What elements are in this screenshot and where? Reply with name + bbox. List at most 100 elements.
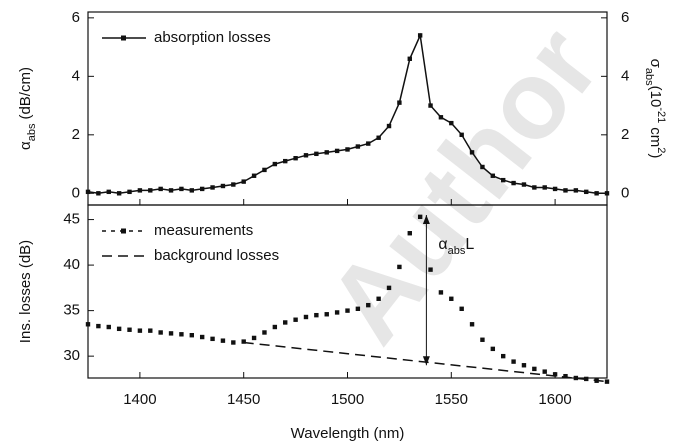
y2-tick-label: 2 — [621, 126, 629, 143]
marker — [210, 185, 215, 190]
legend-label: measurements — [154, 222, 253, 239]
marker — [532, 185, 537, 190]
y-tick-label: 2 — [72, 126, 80, 143]
marker — [480, 164, 485, 170]
marker — [552, 372, 558, 377]
y-axis-title: Ins. losses (dB) — [17, 240, 34, 343]
marker — [293, 317, 298, 322]
marker — [272, 324, 278, 330]
arrow-head — [422, 215, 430, 225]
legend-label: background losses — [154, 247, 279, 264]
label-part: (10 — [647, 86, 664, 108]
marker — [158, 330, 163, 335]
marker — [449, 120, 454, 126]
label-part: -21 — [655, 107, 667, 123]
marker — [428, 267, 433, 272]
marker — [283, 320, 288, 325]
marker — [106, 189, 111, 195]
marker — [345, 308, 350, 313]
y-tick-label: 6 — [72, 9, 80, 26]
arrow-head — [422, 356, 430, 366]
legend-label: absorption losses — [154, 29, 271, 46]
marker — [251, 335, 257, 341]
y-tick-label: 4 — [72, 67, 80, 84]
label-part: σ — [647, 59, 664, 69]
marker — [386, 123, 392, 129]
marker — [262, 330, 267, 335]
y-tick-label: 30 — [63, 347, 80, 364]
marker — [148, 328, 153, 333]
marker — [127, 189, 132, 195]
marker — [355, 306, 361, 311]
y2-tick-label: 4 — [621, 67, 629, 84]
marker — [199, 334, 205, 340]
marker — [490, 173, 496, 178]
marker — [334, 310, 340, 315]
marker — [469, 150, 475, 155]
x-tick-label: 1600 — [538, 391, 571, 408]
marker — [116, 326, 122, 332]
label-part: (dB/cm) — [17, 67, 34, 120]
marker — [241, 339, 246, 344]
marker — [251, 173, 257, 178]
annotation-label: αabsL — [438, 236, 474, 257]
marker — [355, 144, 361, 149]
marker — [417, 33, 423, 38]
label-part: ) — [647, 153, 664, 158]
marker — [563, 373, 568, 379]
marker — [137, 188, 143, 193]
marker — [106, 324, 111, 330]
marker — [521, 182, 527, 187]
marker — [366, 141, 371, 146]
marker — [283, 158, 288, 164]
marker — [532, 366, 537, 372]
y-tick-label: 35 — [63, 302, 80, 319]
marker — [459, 306, 464, 311]
label-part: abs — [26, 123, 38, 141]
marker — [511, 180, 516, 186]
marker — [220, 183, 226, 189]
marker — [386, 285, 392, 291]
marker — [542, 369, 547, 374]
marker — [573, 375, 579, 381]
marker — [521, 363, 527, 368]
marker — [459, 132, 464, 138]
marker — [231, 182, 236, 187]
marker — [116, 191, 122, 196]
y2-tick-label: 0 — [621, 184, 629, 201]
marker — [407, 56, 412, 61]
label-part: α — [17, 141, 34, 150]
x-axis-title: Wavelength (nm) — [291, 425, 405, 442]
legend-marker — [121, 228, 126, 234]
y-axis-title: αabs (dB/cm) — [17, 67, 38, 150]
label-part: L — [465, 236, 474, 253]
label-part: 2 — [655, 147, 667, 153]
marker — [96, 191, 101, 196]
marker — [324, 150, 329, 155]
marker — [272, 161, 278, 167]
marker — [158, 186, 163, 192]
marker — [480, 337, 485, 342]
marker — [397, 100, 402, 105]
marker — [573, 188, 579, 193]
marker — [179, 186, 184, 192]
y2-tick-label: 6 — [621, 9, 629, 26]
x-tick-label: 1550 — [435, 391, 468, 408]
marker — [189, 188, 194, 193]
y-tick-label: 45 — [63, 211, 80, 228]
marker — [584, 189, 589, 195]
marker — [397, 264, 402, 270]
marker — [314, 312, 319, 318]
marker — [168, 188, 174, 193]
marker — [511, 359, 516, 364]
marker — [127, 327, 132, 332]
x-tick-label: 1450 — [227, 391, 260, 408]
marker — [490, 346, 496, 352]
marker — [594, 191, 599, 196]
marker — [85, 189, 91, 195]
marker — [438, 115, 444, 120]
label-part: abs — [643, 68, 655, 86]
marker — [376, 296, 381, 301]
marker — [303, 314, 309, 320]
